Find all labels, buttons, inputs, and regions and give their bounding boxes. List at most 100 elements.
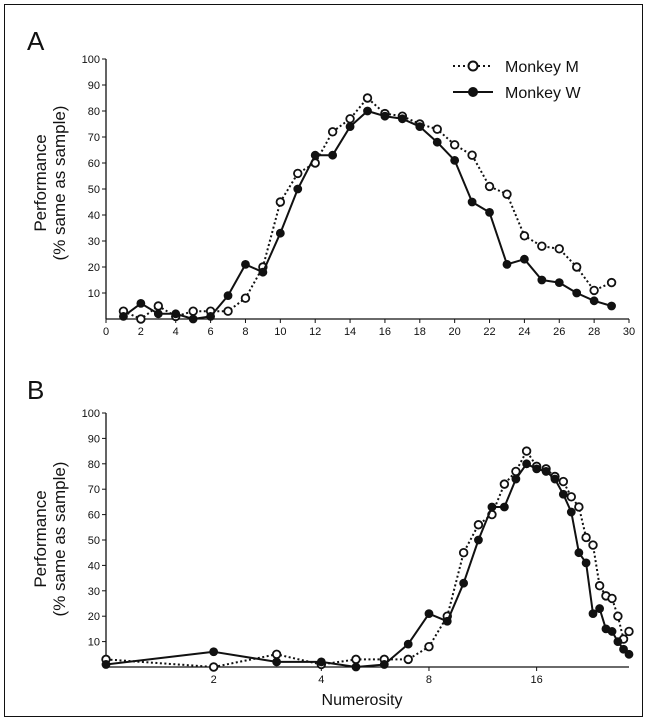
data-point-monkey-w-b	[613, 637, 623, 646]
series-line-monkey-m-b	[105, 450, 630, 668]
data-point-monkey-w-a	[136, 298, 146, 308]
data-point-monkey-w-b	[607, 627, 617, 636]
x-tick-label-a: 0	[103, 326, 109, 338]
y-tick-label-a: 80	[88, 106, 100, 118]
x-tick-label-a: 2	[138, 326, 144, 338]
data-point-monkey-w-b	[101, 660, 111, 669]
data-point-monkey-m-a	[502, 189, 512, 199]
data-point-monkey-w-a	[380, 111, 390, 121]
data-point-monkey-w-b	[474, 535, 483, 545]
data-point-monkey-w-a	[363, 106, 372, 116]
x-tick-label-b: 16	[531, 674, 543, 686]
y-axis-label-a-line2: (% same as sample)	[50, 106, 69, 261]
data-point-monkey-w-b	[574, 548, 584, 558]
data-point-monkey-m-a	[537, 241, 547, 251]
data-point-monkey-w-b	[499, 502, 509, 512]
data-point-monkey-w-a	[572, 288, 582, 298]
x-tick-label-a: 26	[553, 326, 565, 338]
data-point-monkey-m-a	[554, 244, 564, 254]
data-point-monkey-w-a	[415, 122, 425, 131]
data-point-monkey-w-b	[379, 660, 389, 669]
data-point-monkey-m-b	[403, 654, 413, 665]
data-point-monkey-m-a	[606, 277, 617, 288]
data-point-monkey-m-b	[624, 626, 634, 637]
legend: Monkey M Monkey W	[453, 59, 581, 102]
data-point-monkey-w-b	[624, 649, 634, 659]
data-point-monkey-w-a	[467, 197, 477, 207]
x-axis-label-b: Numerosity	[322, 692, 403, 709]
y-tick-label-b: 50	[88, 535, 100, 547]
y-tick-label-b: 100	[82, 408, 100, 420]
data-point-monkey-m-a	[275, 197, 286, 207]
data-point-monkey-m-a	[449, 140, 460, 150]
y-tick-label-b: 40	[88, 560, 100, 572]
data-point-monkey-m-b	[208, 662, 219, 672]
y-tick-label-a: 10	[88, 288, 100, 300]
y-tick-label-b: 70	[88, 484, 100, 496]
data-point-monkey-w-a	[328, 150, 338, 160]
x-tick-label-a: 6	[208, 326, 214, 338]
y-tick-label-a: 70	[88, 132, 100, 144]
legend-label-monkey-w: Monkey W	[505, 85, 581, 102]
data-point-monkey-w-b	[351, 662, 361, 672]
data-point-monkey-w-a	[502, 259, 512, 269]
y-tick-label-a: 50	[88, 184, 100, 196]
y-axis-label-a-line1: Performance	[31, 134, 50, 231]
data-point-monkey-w-a	[206, 311, 216, 321]
x-tick-label-b: 4	[318, 674, 324, 686]
x-tick-label-a: 28	[588, 326, 600, 338]
data-point-monkey-w-a	[171, 309, 181, 319]
data-point-monkey-w-b	[541, 467, 551, 476]
data-point-monkey-m-b	[351, 654, 361, 665]
y-tick-label-b: 80	[88, 459, 100, 471]
data-point-monkey-w-a	[241, 259, 250, 269]
data-point-monkey-m-a	[572, 262, 582, 272]
data-point-monkey-m-a	[432, 124, 442, 134]
data-point-monkey-w-b	[532, 464, 542, 474]
data-point-monkey-m-a	[345, 114, 355, 124]
data-point-monkey-m-a	[467, 150, 477, 160]
x-tick-label-a: 10	[274, 326, 286, 338]
y-tick-label-a: 40	[88, 210, 100, 222]
data-point-monkey-m-a	[240, 293, 251, 303]
data-point-monkey-m-b	[581, 532, 591, 543]
data-point-monkey-w-a	[153, 309, 163, 319]
x-tick-label-a: 4	[173, 326, 179, 338]
legend-marker-monkey-m	[467, 60, 479, 72]
data-point-monkey-m-b	[499, 479, 510, 489]
data-point-monkey-w-b	[522, 459, 532, 469]
legend-label-monkey-m: Monkey M	[505, 59, 579, 76]
y-axis-label-b: Performance (% same as sample)	[31, 462, 69, 617]
y-tick-label-b: 30	[88, 586, 100, 598]
x-tick-label-a: 24	[518, 326, 530, 338]
data-point-monkey-m-b	[271, 649, 282, 659]
panel-label-b: B	[27, 375, 44, 405]
data-point-monkey-m-b	[574, 502, 584, 512]
data-point-monkey-m-a	[223, 306, 233, 316]
data-point-monkey-m-b	[424, 641, 434, 652]
figure: A Performance (% same as sample) Monkey …	[4, 4, 643, 717]
data-point-monkey-w-a	[485, 207, 494, 217]
data-point-monkey-w-b	[316, 657, 326, 667]
series-line-monkey-m-a	[122, 97, 613, 320]
data-point-monkey-w-b	[581, 558, 591, 568]
panel-b: B Performance (% same as sample) Numeros…	[27, 375, 634, 709]
data-point-monkey-w-b	[487, 502, 497, 512]
data-point-monkey-w-a	[397, 114, 407, 124]
x-tick-label-a: 14	[344, 326, 356, 338]
data-point-monkey-w-a	[119, 311, 128, 321]
data-point-monkey-w-a	[275, 228, 285, 238]
data-point-monkey-m-a	[519, 231, 530, 241]
data-point-monkey-m-b	[566, 492, 576, 502]
data-point-monkey-w-b	[403, 639, 413, 649]
x-tick-label-a: 30	[623, 326, 635, 338]
data-point-monkey-w-b	[595, 604, 605, 613]
data-point-monkey-m-b	[613, 611, 623, 621]
data-point-monkey-m-a	[188, 306, 198, 316]
x-tick-label-b: 2	[211, 674, 217, 686]
y-tick-label-a: 100	[82, 54, 100, 66]
data-point-monkey-w-a	[188, 314, 198, 324]
data-point-monkey-w-b	[511, 474, 521, 484]
y-tick-label-a: 60	[88, 158, 100, 170]
x-tick-label-b: 8	[426, 674, 432, 686]
